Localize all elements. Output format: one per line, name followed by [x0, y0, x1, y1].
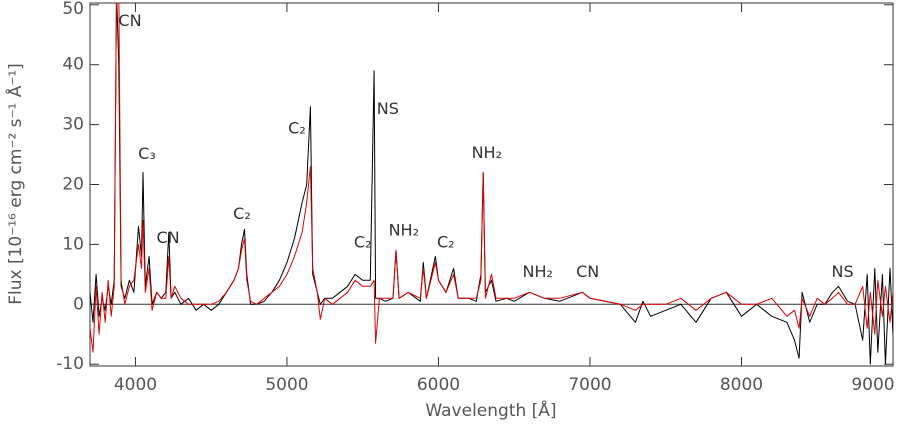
- plot-frame: [89, 2, 894, 367]
- spectrum-line: [90, 3, 893, 365]
- annotation: NH₂: [522, 262, 552, 281]
- annotation: C₂: [354, 233, 372, 252]
- annotation: NS: [831, 262, 853, 281]
- annotation: C₂: [233, 204, 251, 223]
- annotation: NS: [377, 99, 399, 118]
- y-tick-label: 10: [62, 234, 84, 254]
- x-axis-label: Wavelength [Å]: [425, 399, 556, 421]
- x-tick-label: 4000: [114, 375, 157, 395]
- y-tick-label: 50: [62, 0, 84, 19]
- y-axis-label: Flux [10⁻¹⁶ erg cm⁻² s⁻¹ Å⁻¹]: [4, 63, 26, 305]
- y-tick-label: 40: [62, 55, 84, 75]
- annotation: CN: [118, 11, 141, 30]
- annotation: NH₂: [472, 143, 502, 162]
- annotation: CN: [156, 228, 179, 247]
- y-tick-label: 20: [62, 175, 84, 195]
- x-tick-label: 9000: [851, 375, 894, 395]
- plot-area: [90, 3, 893, 365]
- x-tick-label: 6000: [417, 375, 460, 395]
- y-tick-label: 30: [62, 115, 84, 135]
- x-tick-label: 5000: [265, 375, 308, 395]
- annotation: C₃: [138, 144, 156, 163]
- y-tick-label: -10: [56, 354, 84, 374]
- x-tick-label: 7000: [568, 375, 611, 395]
- spectrum-line: [90, 3, 893, 353]
- annotation: C₂: [437, 233, 455, 252]
- annotation: C₂: [288, 118, 306, 137]
- y-tick-label: 0: [73, 294, 84, 314]
- annotation: NH₂: [389, 221, 419, 240]
- x-tick-label: 8000: [720, 375, 763, 395]
- annotation: CN: [576, 262, 599, 281]
